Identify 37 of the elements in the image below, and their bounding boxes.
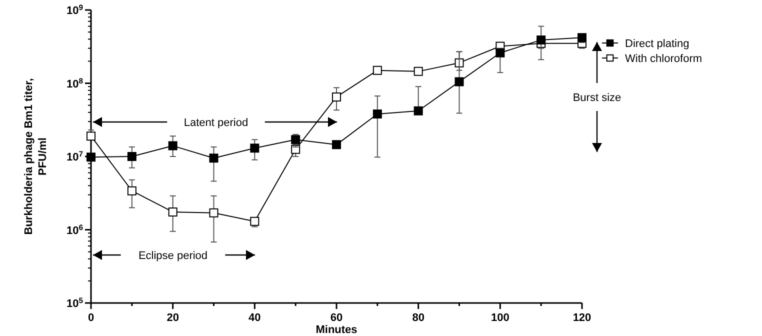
x-tick-label: 0 [88, 312, 94, 324]
point [332, 140, 341, 150]
y-tick-label: 10$^{9}$ [66, 2, 83, 17]
point [372, 110, 382, 119]
y-tick-label: 10$^{6}$ [66, 222, 83, 237]
point [86, 132, 96, 141]
legend-label: Direct plating [625, 38, 690, 50]
annotation: Eclipse period [138, 250, 208, 262]
y-tick-label: 10$^{8}$ [66, 76, 84, 90]
point [372, 66, 382, 75]
point [536, 35, 546, 44]
x-tick-label: 100 [490, 312, 510, 324]
y-axis-title: Burkholderia phage Bm1 titer, PFU/ml [23, 78, 49, 235]
point [332, 92, 341, 102]
point [127, 152, 136, 161]
point [454, 77, 464, 86]
point [414, 106, 423, 116]
y-tick-label: 10$^{7}$ [66, 149, 83, 164]
y-tick-label: 10$^{5}$ [66, 296, 84, 310]
point [209, 154, 218, 163]
x-tick-label: 40 [248, 312, 261, 324]
point [578, 33, 586, 42]
point [127, 186, 136, 196]
x-tick-label: 60 [330, 312, 343, 324]
x-tick-label: 120 [572, 312, 592, 324]
x-tick-label: 20 [166, 312, 179, 324]
point [209, 208, 218, 218]
point [250, 144, 260, 153]
point [414, 66, 423, 76]
x-tick-label: 80 [412, 312, 424, 324]
legend-label: With chloroform [625, 53, 702, 65]
point [168, 207, 178, 216]
x-axis-title: Minutes [316, 324, 358, 336]
point [250, 216, 260, 226]
point [168, 141, 178, 150]
annotation: Latent period [184, 117, 248, 129]
annotation: Burst size [572, 92, 622, 104]
